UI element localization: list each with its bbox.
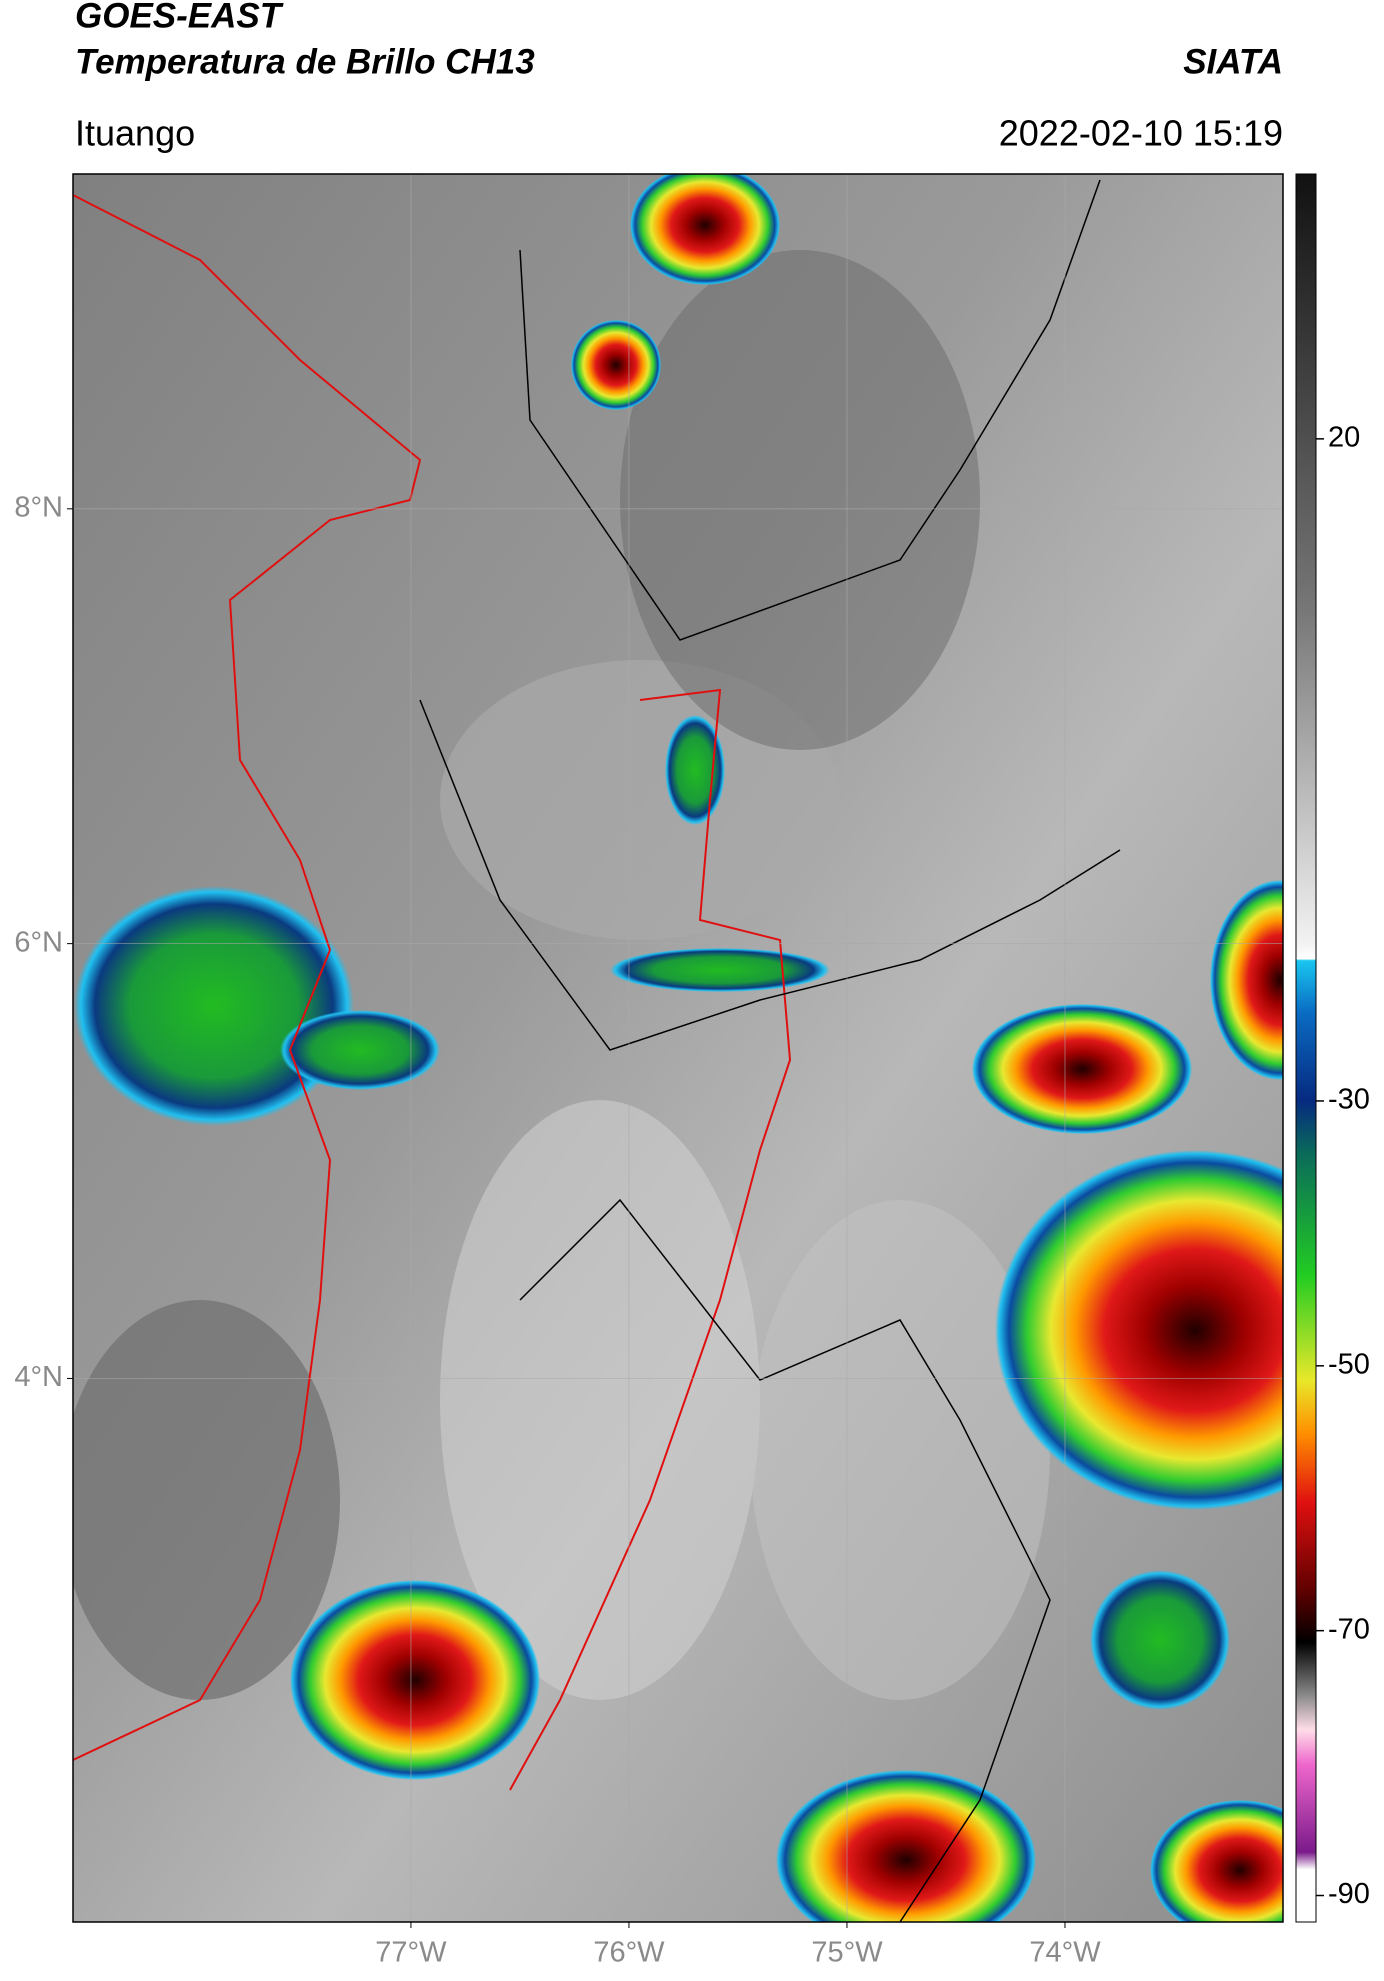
colorbar: [1295, 173, 1317, 1923]
title: Temperatura de Brillo CH13: [75, 42, 535, 81]
lon-tick-label: 74°W: [1029, 1937, 1101, 1969]
lon-tick-label: 77°W: [375, 1937, 447, 1969]
graticule: [73, 174, 1283, 1922]
colorbar-tick-label: 20: [1328, 422, 1360, 454]
lat-tick-label: 8°N: [14, 491, 63, 523]
lat-tick-label: 6°N: [14, 926, 63, 958]
colorbar-tick-label: -30: [1328, 1084, 1370, 1116]
region: Ituango: [75, 113, 195, 154]
lon-tick-label: 76°W: [593, 1937, 665, 1969]
map-image: [73, 174, 1283, 1922]
colorbar-tick-label: -90: [1328, 1878, 1370, 1910]
lon-tick-label: 75°W: [811, 1937, 883, 1969]
source: SIATA: [1183, 42, 1283, 81]
timestamp: 2022-02-10 15:19: [999, 113, 1283, 154]
colorbar-tick-label: -50: [1328, 1348, 1370, 1380]
lat-tick-label: 4°N: [14, 1361, 63, 1393]
colorbar-tick-label: -70: [1328, 1613, 1370, 1645]
title: GOES-EAST: [75, 0, 284, 35]
map-frame: [72, 173, 1284, 1923]
